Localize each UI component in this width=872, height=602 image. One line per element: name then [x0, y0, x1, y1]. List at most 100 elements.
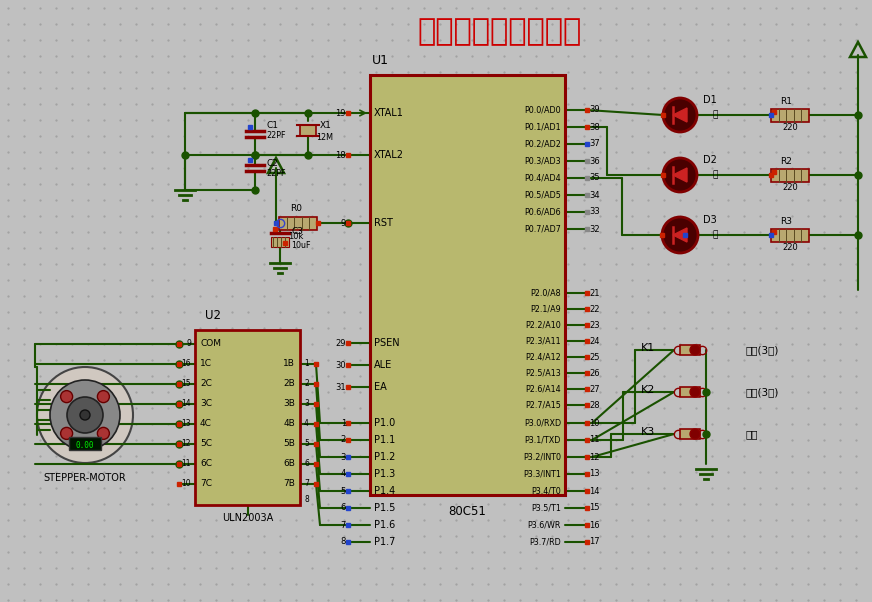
Circle shape	[80, 410, 90, 420]
Text: U2: U2	[205, 309, 221, 322]
Text: 正: 正	[712, 111, 718, 120]
Text: R0: R0	[290, 204, 302, 213]
Text: 19: 19	[336, 108, 346, 117]
Text: 22PF: 22PF	[266, 131, 285, 140]
Text: P2.5/A13: P2.5/A13	[525, 368, 561, 377]
Text: 12: 12	[181, 439, 191, 448]
Text: U1: U1	[372, 54, 389, 67]
Polygon shape	[673, 168, 687, 182]
Text: 14: 14	[589, 486, 600, 495]
Text: P2.2/A10: P2.2/A10	[525, 320, 561, 329]
Text: K1: K1	[641, 343, 655, 353]
Bar	[195, 330, 300, 505]
Text: 30: 30	[336, 361, 346, 370]
Text: K2: K2	[641, 385, 655, 395]
Text: COM: COM	[200, 340, 221, 349]
Text: 反转(3圈): 反转(3圈)	[745, 387, 779, 397]
Text: 2C: 2C	[200, 379, 212, 388]
Bar	[279, 217, 317, 229]
Text: 220: 220	[782, 184, 798, 193]
Text: PSEN: PSEN	[374, 338, 399, 348]
Bar	[69, 437, 101, 450]
Text: P0.3/AD3: P0.3/AD3	[524, 157, 561, 166]
Text: 3B: 3B	[283, 400, 295, 409]
Text: 2B: 2B	[283, 379, 295, 388]
Text: 12M: 12M	[316, 133, 333, 142]
Text: 6B: 6B	[283, 459, 295, 468]
Text: 27: 27	[589, 385, 600, 394]
Text: P2.1/A9: P2.1/A9	[530, 305, 561, 314]
Text: P1.4: P1.4	[374, 486, 395, 496]
Text: P3.2/INT0: P3.2/INT0	[523, 453, 561, 462]
Text: P1.7: P1.7	[374, 537, 395, 547]
Text: 4: 4	[341, 470, 346, 479]
Text: 25: 25	[589, 353, 600, 361]
Circle shape	[690, 429, 700, 439]
Text: 220: 220	[782, 123, 798, 132]
Text: 16: 16	[589, 521, 600, 530]
Text: P2.3/A11: P2.3/A11	[525, 337, 561, 346]
Text: 17: 17	[589, 538, 600, 547]
Text: STEPPER-MOTOR: STEPPER-MOTOR	[44, 473, 126, 483]
Text: 1C: 1C	[200, 359, 212, 368]
Text: P0.0/AD0: P0.0/AD0	[524, 105, 561, 114]
Polygon shape	[673, 228, 687, 242]
Text: 步进电机正反转控制: 步进电机正反转控制	[418, 17, 582, 46]
Text: 5C: 5C	[200, 439, 212, 448]
Text: 16: 16	[181, 359, 191, 368]
Circle shape	[663, 98, 697, 132]
Text: 2: 2	[341, 435, 346, 444]
Text: 停: 停	[712, 231, 718, 240]
Text: P3.1/TXD: P3.1/TXD	[525, 435, 561, 444]
Text: 7C: 7C	[200, 480, 212, 488]
Text: D1: D1	[703, 95, 717, 105]
Text: 28: 28	[589, 400, 600, 409]
Text: 33: 33	[589, 208, 600, 217]
Text: 29: 29	[336, 338, 346, 347]
Text: 15: 15	[181, 379, 191, 388]
Text: 26: 26	[589, 368, 600, 377]
Text: RST: RST	[374, 218, 393, 228]
Text: C3: C3	[291, 227, 303, 236]
Text: P1.1: P1.1	[374, 435, 395, 445]
Text: X1: X1	[320, 121, 332, 130]
Text: 34: 34	[589, 190, 600, 199]
Text: 3C: 3C	[200, 400, 212, 409]
Text: ALE: ALE	[374, 360, 392, 370]
Text: 21: 21	[589, 288, 600, 297]
Text: 8: 8	[304, 495, 309, 504]
Text: 反: 反	[712, 170, 718, 179]
Text: 3: 3	[304, 400, 309, 409]
Text: 1: 1	[304, 359, 309, 368]
Text: 31: 31	[336, 382, 346, 391]
Text: 23: 23	[589, 320, 600, 329]
Text: EA: EA	[374, 382, 387, 392]
Text: XTAL2: XTAL2	[374, 150, 404, 160]
Text: 1B: 1B	[283, 359, 295, 368]
Bar	[771, 169, 809, 181]
Text: 7: 7	[304, 480, 309, 488]
Bar	[680, 387, 700, 397]
Text: 13: 13	[181, 420, 191, 429]
Circle shape	[662, 217, 698, 253]
Text: 22PF: 22PF	[266, 169, 285, 178]
Bar	[300, 125, 316, 135]
Text: 39: 39	[589, 105, 600, 114]
Text: K3: K3	[641, 427, 655, 437]
Text: XTAL1: XTAL1	[374, 108, 404, 118]
Text: 18: 18	[336, 150, 346, 160]
Text: 1: 1	[341, 418, 346, 427]
Text: 6: 6	[304, 459, 309, 468]
Text: 11: 11	[589, 435, 600, 444]
Circle shape	[50, 380, 120, 450]
Text: P3.7/RD: P3.7/RD	[529, 538, 561, 547]
Text: P1.0: P1.0	[374, 418, 395, 428]
Text: P1.2: P1.2	[374, 452, 395, 462]
Bar	[680, 345, 700, 355]
Text: 0.00: 0.00	[76, 441, 94, 450]
Text: 6C: 6C	[200, 459, 212, 468]
Text: 8: 8	[341, 538, 346, 547]
Text: C1: C1	[266, 121, 278, 130]
Text: 10k: 10k	[289, 232, 303, 241]
Text: P1.5: P1.5	[374, 503, 395, 513]
